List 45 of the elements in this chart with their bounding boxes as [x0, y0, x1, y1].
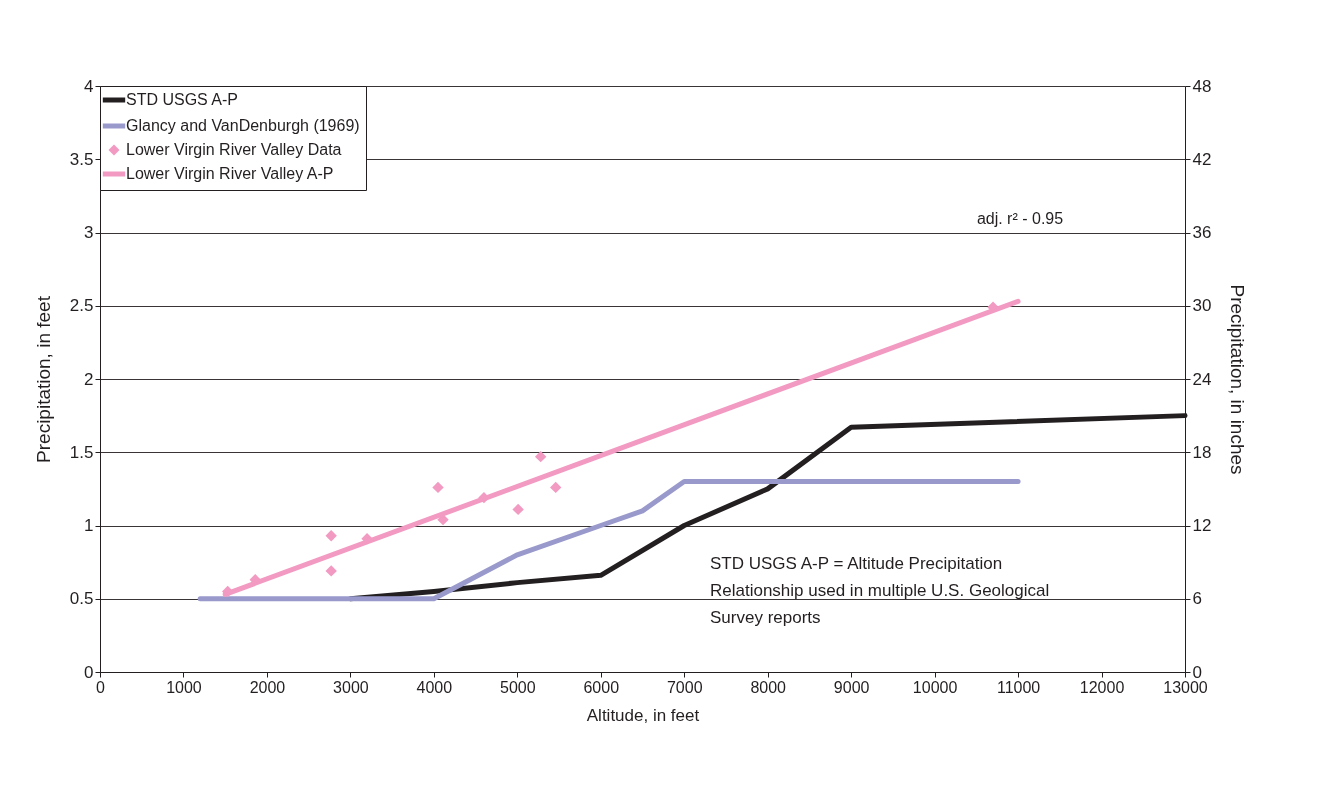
y2-tick-label: 30: [1192, 296, 1212, 316]
point: [325, 565, 337, 577]
x-axis-title: Altitude, in feet: [586, 705, 700, 725]
y2-tick-label: 12: [1192, 516, 1212, 535]
x-tick-label: 4000: [416, 678, 453, 696]
y-tick-label: 2: [84, 369, 94, 389]
y-tick-label: 3: [84, 223, 94, 242]
y-tick-label: 1.5: [69, 442, 94, 462]
point: [512, 503, 524, 516]
x-tick-label: 7000: [666, 678, 703, 696]
x-tick-label: 10000: [912, 678, 958, 696]
x-tick-label: 1000: [166, 678, 202, 696]
point: [325, 530, 337, 542]
x-tick-label: 5000: [500, 678, 536, 696]
x-tick-label: 12000: [1079, 678, 1125, 696]
legend-label: Glancy and VanDenburgh (1969): [126, 117, 360, 134]
y-tick-label: 2.5: [69, 296, 94, 316]
point: [432, 481, 444, 494]
x-tick-label: 0: [96, 678, 106, 696]
legend-label: Lower Virgin River Valley Data: [126, 141, 342, 158]
y2-tick-label: 18: [1192, 442, 1212, 462]
y-tick-label: 1: [84, 516, 94, 535]
y-tick-label: 4: [84, 76, 94, 96]
y2-tick-label: 6: [1192, 589, 1202, 609]
y2-tick-label: 42: [1192, 149, 1212, 169]
annotation: adj. r² - 0.95: [976, 209, 1064, 227]
y2-tick-label: 48: [1192, 76, 1212, 96]
y2-tick-label: 24: [1192, 369, 1212, 389]
y-axis-title: Precipitation, in feet: [32, 295, 54, 463]
y2-axis-title: Precipitation, in inches: [1227, 284, 1249, 475]
point: [534, 450, 547, 463]
x-tick-label: 2000: [249, 678, 286, 696]
annotation: STD USGS A-P = Altitude Precipitation Relationship used in multiple U.S. Geological Survey reports: [710, 554, 1050, 627]
x-tick-label: 11000: [996, 678, 1041, 696]
point: [550, 481, 562, 494]
x-tick-label: 3000: [333, 678, 369, 696]
x-tick-label: 8000: [750, 678, 787, 696]
x-tick-label: 6000: [583, 678, 620, 696]
y-tick-label: 0.5: [69, 589, 94, 609]
y-tick-label: 0: [84, 662, 94, 682]
x-tick-label: 9000: [833, 678, 870, 696]
legend-label: Lower Virgin River Valley A-P: [126, 165, 334, 182]
legend-label: STD USGS A-P: [126, 91, 239, 108]
y2-tick-label: 36: [1192, 223, 1212, 242]
y-tick-label: 3.5: [69, 149, 94, 169]
